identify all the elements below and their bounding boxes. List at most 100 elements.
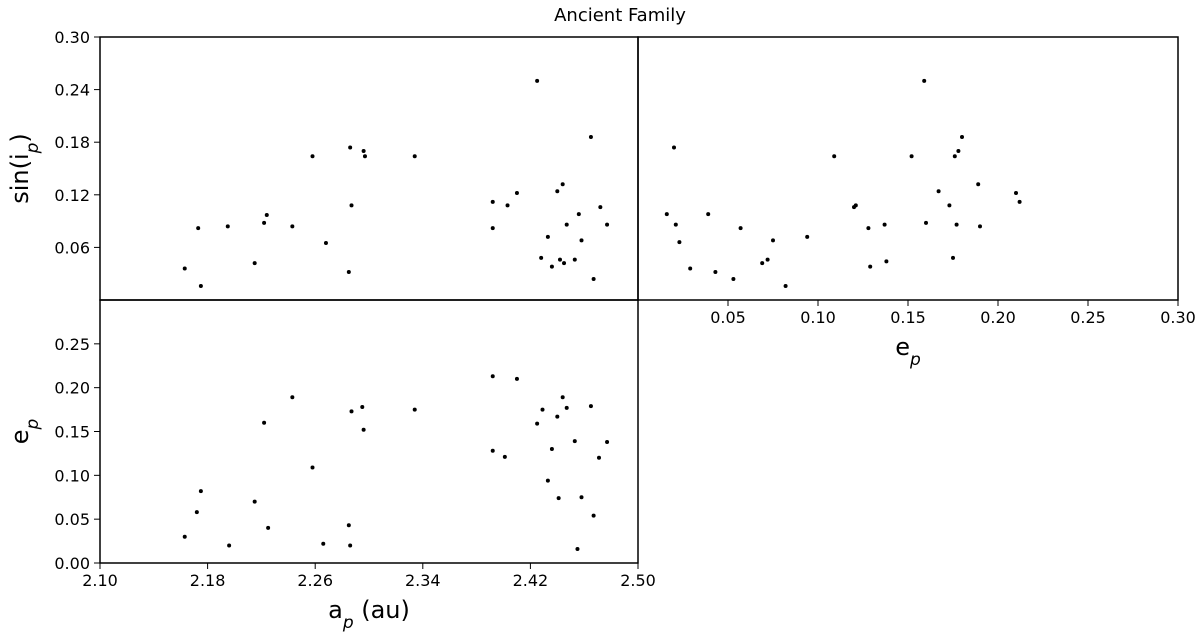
scatter-point (591, 513, 596, 518)
scatter-point (196, 226, 201, 231)
y-tick-label: 0.15 (54, 423, 90, 442)
scatter-point (555, 414, 560, 419)
scatter-point (771, 238, 775, 243)
scatter-point (348, 145, 353, 150)
panel-3-frame (99, 299, 639, 564)
scatter-point (588, 404, 593, 409)
scatter-point (783, 283, 788, 288)
scatter-point (572, 257, 577, 262)
scatter-point (505, 203, 510, 208)
scatter-point (560, 395, 565, 400)
scatter-point (490, 374, 495, 379)
scatter-point (947, 203, 952, 208)
scatter-point (362, 154, 367, 159)
scatter-point (1017, 199, 1022, 204)
scatter-point (549, 264, 554, 269)
scatter-point (598, 205, 603, 210)
scatter-point (549, 447, 554, 452)
scatter-point (572, 439, 577, 444)
scatter-point (539, 255, 544, 260)
scatter-point (564, 405, 569, 410)
scatter-point (765, 257, 770, 262)
scatter-point (591, 276, 596, 281)
y-tick-label: 0.25 (54, 335, 90, 354)
scatter-point (490, 226, 495, 231)
x-tick-label: 0.05 (710, 308, 746, 327)
x-tick-label: 2.50 (620, 571, 656, 590)
scatter-point (731, 276, 736, 281)
scatter-point (556, 496, 561, 501)
scatter-point (596, 455, 601, 460)
scatter-point (664, 212, 669, 217)
y-tick-label: 0.24 (54, 81, 90, 100)
scatter-point (557, 257, 562, 262)
scatter-point (252, 261, 257, 266)
scatter-point (490, 199, 495, 204)
y-tick-label: 0.18 (54, 133, 90, 152)
x-axis-title: ap (au) (328, 596, 410, 633)
scatter-point (262, 220, 267, 225)
scatter-point (225, 224, 230, 229)
scatter-point (514, 191, 519, 196)
scatter-point (673, 222, 678, 227)
scatter-point (310, 154, 315, 159)
scatter-point (346, 269, 351, 274)
y-axis-title: sin(ip) (6, 133, 43, 204)
scatter-point (605, 222, 610, 227)
scatter-point (579, 238, 584, 243)
scatter-point (540, 407, 545, 412)
scatter-point (182, 534, 187, 539)
scatter-point (349, 409, 354, 414)
x-tick-label: 2.42 (513, 571, 549, 590)
scatter-point (194, 510, 199, 515)
scatter-point (1014, 191, 1018, 196)
scatter-point (227, 543, 232, 548)
scatter-point (951, 255, 955, 260)
y-tick-label: 0.30 (54, 28, 90, 47)
x-tick-label: 2.34 (405, 571, 441, 590)
scatter-point (321, 541, 326, 546)
x-tick-label: 0.15 (890, 308, 926, 327)
scatter-point (605, 440, 610, 445)
y-tick-label: 0.00 (54, 554, 90, 573)
scatter-point (346, 523, 351, 528)
scatter-point (579, 495, 584, 500)
x-tick-label: 0.30 (1160, 308, 1196, 327)
x-tick-label: 0.20 (980, 308, 1016, 327)
scatter-point (924, 220, 928, 225)
scatter-point (290, 224, 295, 229)
scatter-point (535, 421, 540, 426)
x-axis-title: ep (895, 333, 921, 370)
scatter-point (575, 546, 580, 551)
scatter-point (412, 154, 417, 159)
scatter-point (545, 478, 550, 483)
scatter-point (490, 448, 495, 453)
scatter-point (323, 241, 328, 246)
x-tick-label: 0.25 (1070, 308, 1106, 327)
scatter-point (266, 525, 271, 530)
scatter-point (576, 212, 581, 217)
scatter-point (349, 203, 354, 208)
scatter-point (805, 234, 810, 239)
scatter-point (952, 154, 957, 159)
panel-1-frame (99, 36, 639, 301)
scatter-point (868, 264, 873, 269)
scatter-point (562, 261, 567, 266)
scatter-point (706, 212, 711, 217)
scatter-point (760, 261, 765, 266)
scatter-point (866, 226, 871, 231)
scatter-point (182, 266, 187, 271)
scatter-point (936, 189, 941, 194)
scatter-point (677, 240, 682, 245)
scatter-point (832, 154, 837, 159)
scatter-point (264, 212, 269, 217)
scatter-point (882, 222, 887, 227)
scatter-point (361, 148, 366, 153)
scatter-point (954, 222, 959, 227)
scatter-point (198, 489, 203, 494)
scatter-point (412, 407, 417, 412)
y-tick-label: 0.10 (54, 466, 90, 485)
scatter-point (262, 420, 267, 425)
x-tick-label: 2.10 (82, 571, 118, 590)
